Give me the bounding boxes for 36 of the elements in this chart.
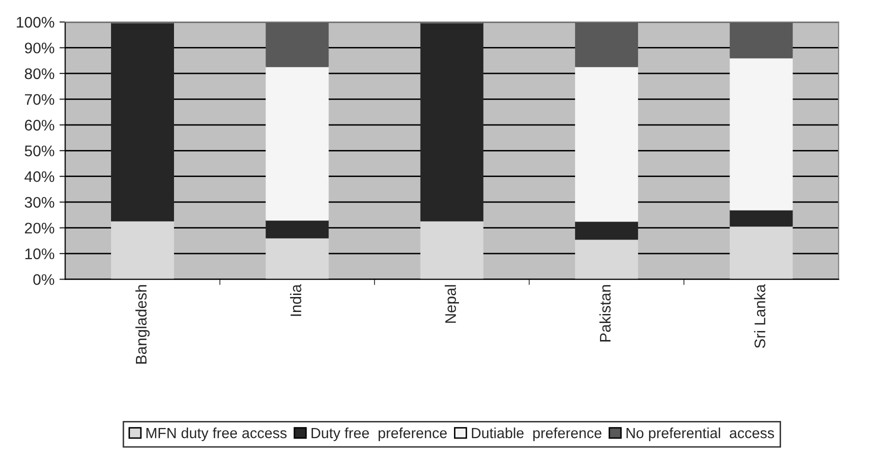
bar [575,22,638,68]
x-tick-label: Sri Lanka [754,284,766,348]
bar [266,237,329,280]
y-tick-label: 20% [24,222,54,234]
y-tick-label: 80% [24,68,54,80]
legend-label: Duty free preference [312,428,447,442]
legend-label: No preferential access [626,428,774,442]
x-tick-label: Nepal [444,285,459,323]
y-tick-label: 0% [33,274,54,285]
x-tick-label: India [290,284,302,316]
legend-label: Dutiable preference [472,428,602,442]
y-tick-label: 30% [24,196,54,208]
bar [420,220,484,280]
bar [111,22,174,222]
bar [111,220,174,280]
bar [575,220,638,240]
bar [730,225,793,280]
y-tick-label: 50% [24,146,54,156]
bar [420,22,484,222]
bar [730,22,793,58]
y-tick-label: 100% [16,16,54,28]
y-tick-label: 10% [25,248,54,260]
x-tick-label: Pakistan [599,285,611,342]
bar [575,238,638,280]
y-tick-label: 60% [24,120,54,131]
bar [266,220,329,238]
bar [575,66,638,222]
x-tick-label: Bangladesh [135,285,150,364]
y-tick-label: 40% [24,171,54,182]
legend-label: MFN duty free access [146,428,287,442]
y-tick-label: 90% [24,42,54,54]
bar [266,66,329,221]
bar [730,57,793,210]
bar [266,22,329,68]
bar [730,209,793,227]
y-tick-label: 70% [24,94,54,105]
